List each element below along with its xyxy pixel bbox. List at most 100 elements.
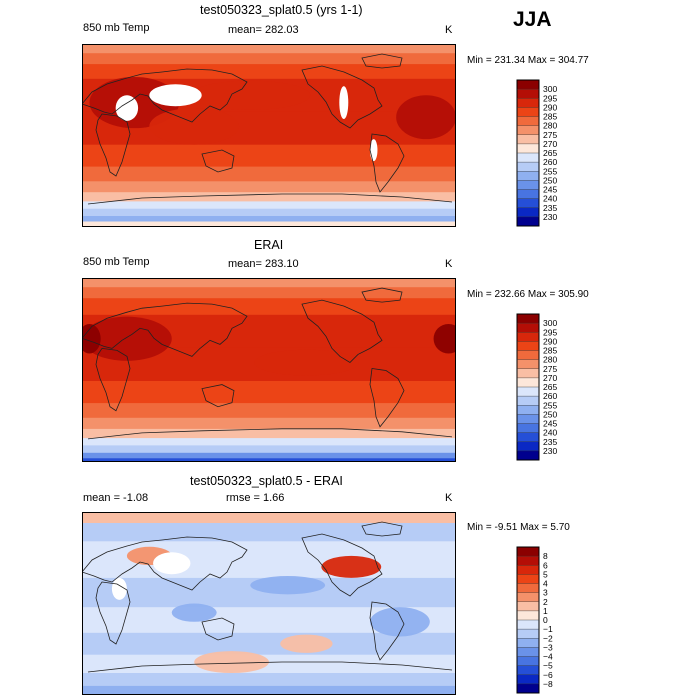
colorbar-tick-label: 280	[543, 121, 557, 131]
colorbar-swatch	[517, 116, 539, 126]
map-anomaly-region	[433, 324, 456, 354]
colorbar-swatch	[517, 405, 539, 415]
coastline	[201, 617, 235, 641]
colorbar-swatch	[517, 125, 539, 136]
colorbar-tick-label: 0	[543, 615, 548, 625]
map-band	[82, 685, 456, 695]
coastline	[87, 661, 453, 673]
panel3-map	[82, 512, 456, 695]
panel1-mean: mean= 282.03	[228, 24, 299, 36]
colorbar-tick-label: 265	[543, 148, 557, 158]
colorbar-swatch	[517, 432, 539, 443]
map-missing-region	[369, 139, 378, 162]
map-frame	[82, 278, 456, 462]
colorbar-swatch	[517, 620, 539, 630]
colorbar-tick-label: 270	[543, 139, 557, 149]
panel1-map	[82, 44, 456, 227]
colorbar-tick-label: 290	[543, 336, 557, 346]
colorbar-swatch	[517, 396, 539, 406]
colorbar-tick-label: 285	[543, 112, 557, 122]
coastline	[361, 287, 403, 303]
colorbar-swatch	[517, 368, 539, 379]
coastline	[82, 536, 248, 591]
season-label: JJA	[513, 8, 552, 31]
map-anomaly-region	[149, 108, 240, 145]
colorbar-tick-label: 255	[543, 400, 557, 410]
colorbar-tick-label: −5	[543, 661, 553, 671]
map-missing-region	[115, 95, 139, 121]
colorbar-swatch	[517, 574, 539, 584]
panel3-minmax: Min = -9.51 Max = 5.70	[467, 522, 570, 533]
colorbar-swatch	[517, 98, 539, 108]
colorbar-swatch	[517, 180, 539, 190]
panel1-title: test050323_splat0.5 (yrs 1-1)	[200, 3, 363, 17]
colorbar-swatch	[517, 134, 539, 145]
colorbar-tick-label: 270	[543, 373, 557, 383]
colorbar-tick-label: −6	[543, 670, 553, 680]
colorbar-tick-label: −8	[543, 679, 553, 689]
map-band	[82, 53, 456, 65]
colorbar-tick-label: 230	[543, 446, 557, 456]
colorbar-tick-label: 250	[543, 409, 557, 419]
map-band	[82, 428, 456, 439]
map-band	[82, 512, 456, 524]
colorbar-tick-label: 280	[543, 355, 557, 365]
colorbar-tick-label: 2	[543, 597, 548, 607]
colorbar-swatch	[517, 601, 539, 612]
colorbar-swatch	[517, 423, 539, 433]
panel1-minmax: Min = 231.34 Max = 304.77	[467, 55, 589, 66]
colorbar-swatch	[517, 80, 539, 90]
colorbar-tick-label: 275	[543, 130, 557, 140]
colorbar-swatch	[517, 314, 539, 324]
coastline	[369, 601, 405, 661]
map-band	[82, 298, 456, 316]
colorbar-tick-label: 275	[543, 364, 557, 374]
colorbar-swatch	[517, 556, 539, 566]
colorbar-tick-label: 235	[543, 437, 557, 447]
map-anomaly-region	[369, 607, 430, 637]
map-band	[82, 287, 456, 299]
colorbar-swatch	[517, 143, 539, 154]
coastline	[301, 65, 383, 129]
colorbar-tick-label: −4	[543, 652, 553, 662]
panel2-colorbar: 3002952902852802752702652602552502452402…	[516, 313, 557, 461]
colorbar-swatch	[517, 583, 539, 593]
panel2-variable: 850 mb Temp	[83, 256, 150, 268]
colorbar-tick-label: 285	[543, 346, 557, 356]
coastline	[87, 193, 453, 205]
map-band	[82, 381, 456, 404]
colorbar-tick-label: 295	[543, 327, 557, 337]
coastline	[369, 133, 405, 193]
panel2-map	[82, 278, 456, 462]
map-band	[82, 64, 456, 80]
map-band	[82, 216, 456, 222]
map-band	[82, 201, 456, 210]
colorbar-swatch	[517, 674, 539, 685]
colorbar-swatch	[517, 683, 539, 694]
map-band	[82, 192, 456, 202]
panel1-variable: 850 mb Temp	[83, 22, 150, 34]
colorbar-swatch	[517, 323, 539, 333]
coastline	[82, 68, 248, 123]
colorbar-swatch	[517, 153, 539, 163]
coastline	[201, 149, 235, 173]
colorbar-swatch	[517, 89, 539, 99]
colorbar-tick-label: 295	[543, 93, 557, 103]
coastline	[95, 347, 131, 412]
colorbar-tick-label: 290	[543, 102, 557, 112]
colorbar-swatch	[517, 350, 539, 360]
panel2-minmax: Min = 232.66 Max = 305.90	[467, 289, 589, 300]
panel3-rmse: rmse = 1.66	[226, 492, 285, 504]
map-band	[82, 403, 456, 419]
coastline	[95, 113, 131, 177]
panel2-units: K	[445, 258, 453, 270]
coastline	[301, 299, 383, 363]
map-band	[82, 445, 456, 454]
colorbar-tick-label: 6	[543, 560, 548, 570]
map-missing-region	[149, 84, 202, 107]
map-anomaly-region	[194, 651, 269, 674]
colorbar-swatch	[517, 377, 539, 388]
colorbar-tick-label: 245	[543, 185, 557, 195]
map-band	[82, 181, 456, 193]
